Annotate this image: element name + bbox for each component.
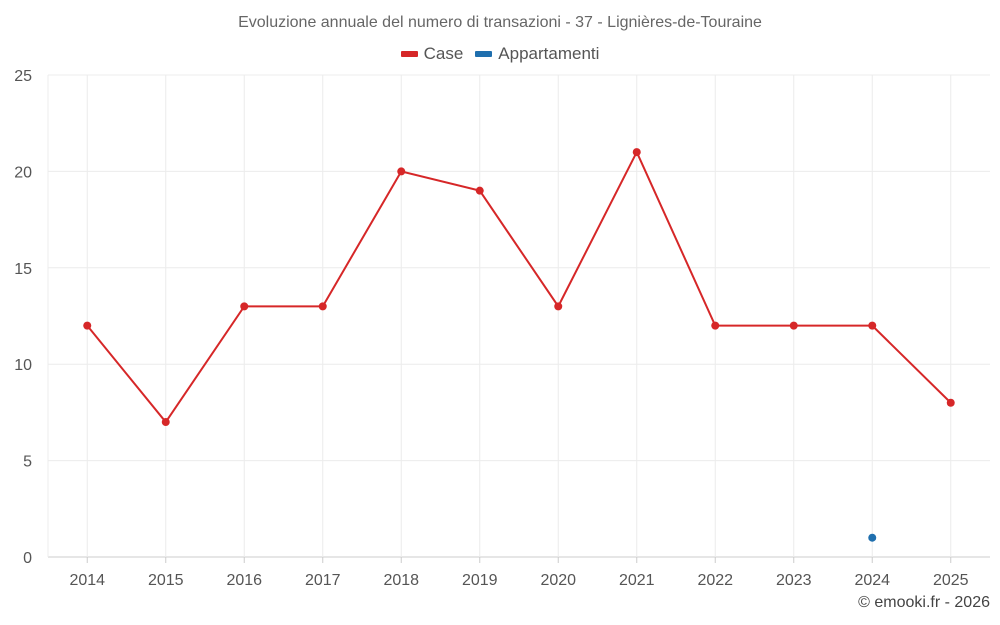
y-tick-label: 5 (23, 454, 32, 471)
data-point-case[interactable] (318, 302, 327, 311)
data-point-case[interactable] (240, 302, 249, 311)
data-point-case[interactable] (161, 418, 170, 427)
x-tick-label: 2018 (383, 572, 419, 589)
data-point-case[interactable] (711, 321, 720, 330)
x-tick-label: 2015 (148, 572, 184, 589)
x-tick-label: 2024 (854, 572, 890, 589)
x-tick-label: 2022 (697, 572, 733, 589)
x-tick-label: 2020 (540, 572, 576, 589)
legend-item-appartamenti[interactable]: Appartamenti (475, 44, 599, 64)
data-point-case[interactable] (554, 302, 563, 311)
data-point-case[interactable] (632, 148, 641, 157)
x-tick-label: 2016 (226, 572, 262, 589)
x-tick-label: 2014 (69, 572, 105, 589)
data-point-case[interactable] (789, 321, 798, 330)
y-tick-label: 15 (14, 261, 32, 278)
y-tick-label: 0 (23, 550, 32, 567)
chart-title: Evoluzione annuale del numero di transaz… (238, 14, 762, 31)
legend-swatch-case (400, 51, 418, 57)
data-point-case[interactable] (475, 186, 484, 195)
series-line-case (86, 149, 952, 424)
legend-item-case[interactable]: Case (400, 44, 464, 64)
data-point-case[interactable] (397, 167, 406, 176)
x-tick-label: 2017 (305, 572, 341, 589)
y-tick-label: 25 (14, 68, 32, 85)
x-tick-label: 2025 (933, 572, 969, 589)
series-layer (83, 148, 955, 542)
y-tick-label: 20 (14, 164, 32, 181)
data-point-case[interactable] (946, 398, 955, 407)
x-tick-label: 2019 (462, 572, 498, 589)
y-tick-label: 10 (14, 357, 32, 374)
legend-label-case: Case (423, 44, 464, 63)
x-tick-label: 2021 (619, 572, 655, 589)
legend: Case Appartamenti (0, 44, 1000, 64)
x-tick-label: 2023 (776, 572, 812, 589)
data-point-case[interactable] (83, 321, 92, 330)
legend-label-appartamenti: Appartamenti (498, 44, 600, 63)
legend-swatch-appartamenti (475, 51, 493, 57)
data-point-case[interactable] (868, 321, 877, 330)
data-point-appartamenti[interactable] (868, 533, 877, 542)
grid-layer (48, 74, 990, 558)
credit-text: © emooki.fr - 2026 (858, 594, 990, 611)
